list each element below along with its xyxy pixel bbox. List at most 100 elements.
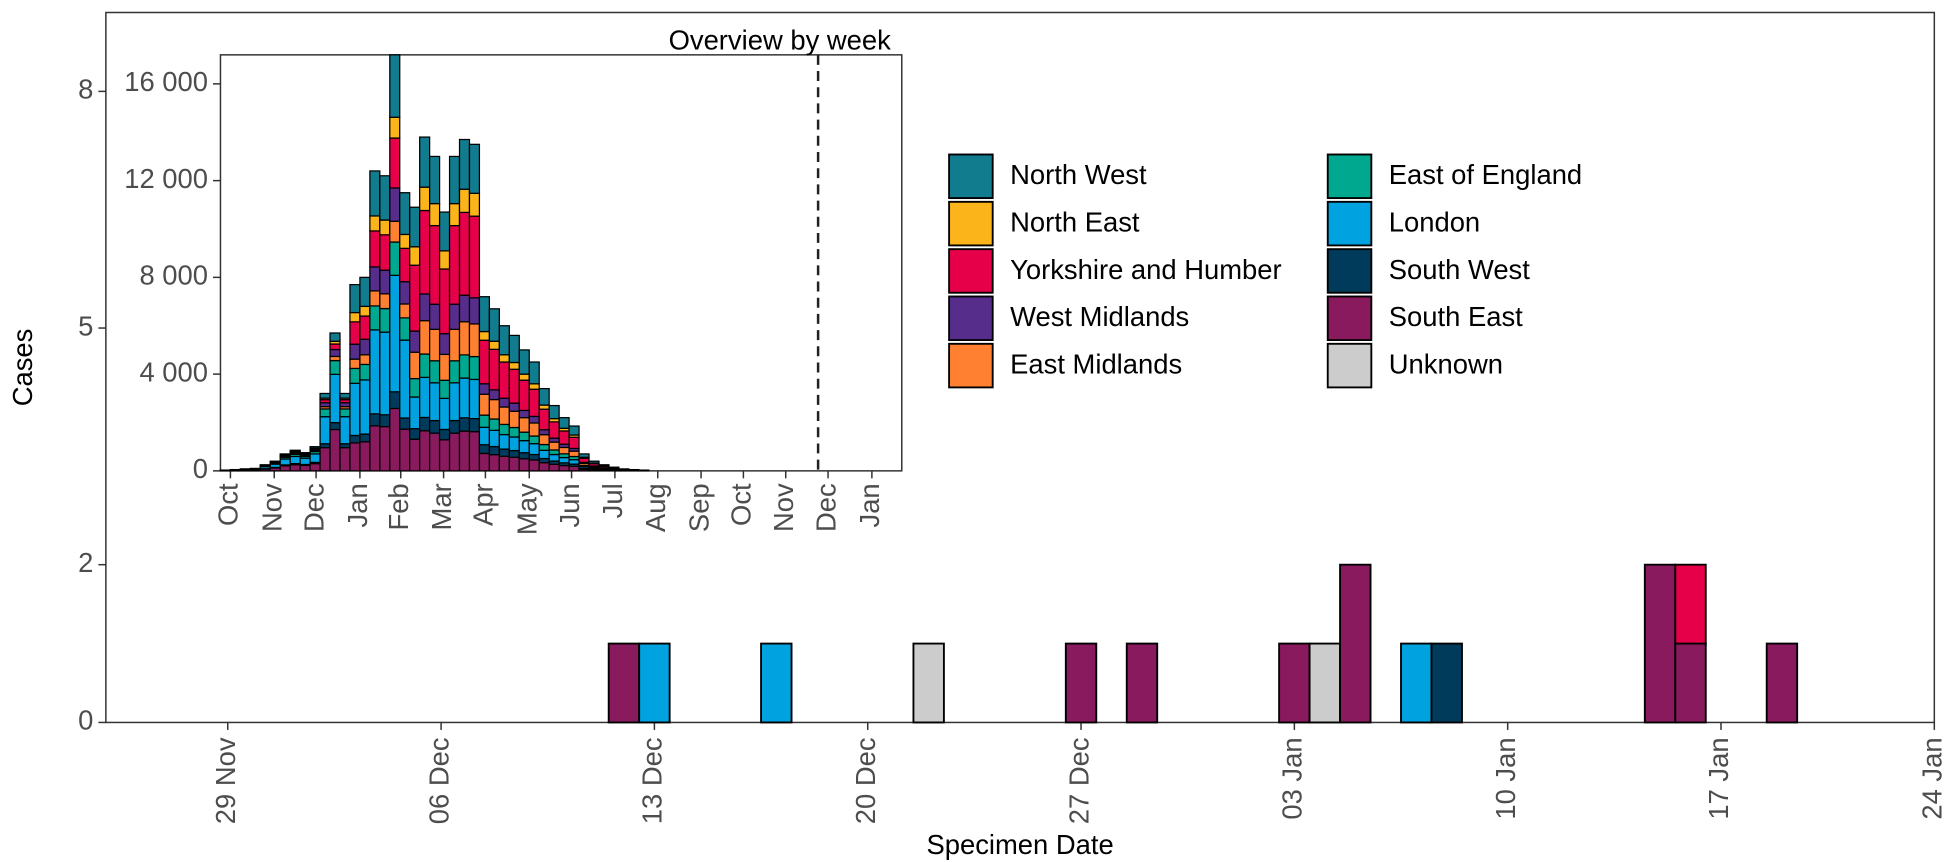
- inset-y-tick-label: 0: [193, 453, 208, 484]
- inset-bar-segment: [399, 303, 411, 319]
- inset-bar-segment: [409, 330, 421, 353]
- inset-bar-segment: [468, 297, 481, 325]
- inset-bar-segment: [349, 343, 361, 360]
- inset-bar-segment: [438, 428, 451, 441]
- legend-label: South East: [1389, 301, 1523, 332]
- x-tick-label: 29 Nov: [210, 737, 241, 824]
- inset-bar-segment: [399, 247, 411, 283]
- inset-y-tick-label: 12 000: [124, 163, 208, 194]
- inset-bar-segment: [488, 418, 500, 431]
- inset-bar-segment: [498, 354, 510, 363]
- inset-bar-segment: [389, 241, 401, 276]
- inset-x-tick-label: Mar: [426, 483, 457, 530]
- bar-segment: [1674, 642, 1707, 724]
- inset-bar-segment: [349, 434, 361, 444]
- inset-bar-segment: [488, 348, 500, 391]
- inset-bar-segment: [409, 377, 421, 398]
- inset-bar-segment: [429, 419, 441, 434]
- inset-bar-segment: [399, 233, 411, 249]
- inset-bar-segment: [349, 367, 361, 384]
- inset-bar-segment: [438, 250, 451, 270]
- inset-bar-segment: [339, 392, 351, 399]
- inset-bar-segment: [359, 379, 371, 435]
- legend-swatch: [948, 248, 994, 294]
- y-tick-label: 2: [78, 547, 93, 578]
- inset-bar-segment: [438, 211, 451, 252]
- inset-bar-segment: [468, 378, 481, 420]
- bar-segment: [1643, 563, 1677, 724]
- inset-bar-segment: [488, 340, 500, 350]
- legend-label: London: [1389, 206, 1480, 237]
- inset-bar-segment: [409, 438, 421, 472]
- inset-bar-segment: [419, 136, 431, 188]
- inset-bar-segment: [429, 224, 441, 305]
- inset-bar-segment: [468, 355, 481, 381]
- inset-bar-segment: [329, 348, 341, 358]
- legend-label: North West: [1010, 159, 1147, 190]
- inset-bar-segment: [389, 54, 401, 118]
- inset-bar-segment: [379, 269, 391, 295]
- inset-bar-segment: [419, 320, 431, 355]
- legend-swatch: [1326, 248, 1373, 294]
- inset-bar-segment: [568, 465, 580, 472]
- inset-bar-segment: [369, 215, 381, 232]
- inset-bar-segment: [598, 464, 610, 467]
- legend-swatch: [948, 153, 994, 200]
- inset-bar-segment: [399, 317, 411, 341]
- inset-bar-segment: [419, 293, 431, 322]
- inset-bar-segment: [279, 465, 291, 472]
- inset-bar-segment: [518, 417, 530, 433]
- inset-x-tick-label: Sep: [683, 483, 714, 532]
- inset-bar-segment: [528, 443, 540, 456]
- inset-x-tick-label: Dec: [810, 483, 841, 532]
- inset-bar-segment: [369, 290, 381, 307]
- inset-bar-segment: [429, 328, 441, 362]
- inset-bar-segment: [359, 315, 371, 340]
- x-tick-label: 27 Dec: [1063, 737, 1094, 824]
- inset-bar-segment: [458, 138, 471, 190]
- inset-bar-segment: [329, 332, 341, 342]
- inset-bar-segment: [359, 354, 371, 366]
- inset-bar-segment: [518, 431, 530, 442]
- inset-x-tick-label: Nov: [768, 483, 799, 532]
- inset-x-tick-label: Nov: [256, 483, 287, 532]
- inset-bar-segment: [369, 230, 381, 268]
- inset-bar-segment: [399, 428, 411, 472]
- inset-bar-segment: [359, 305, 371, 317]
- inset-bar-segment: [329, 359, 341, 375]
- inset-bar-segment: [379, 219, 391, 236]
- inset-x-tick-label: Jul: [597, 483, 628, 518]
- inset-bar-segment: [538, 443, 550, 451]
- bar-segment: [760, 642, 793, 724]
- inset-bar-segment: [279, 453, 291, 456]
- inset-bar-segment: [558, 464, 570, 472]
- inset-bar-segment: [319, 416, 331, 445]
- inset-bar-segment: [329, 343, 341, 351]
- inset-bar-segment: [409, 246, 421, 266]
- bar-segment: [1125, 642, 1159, 724]
- inset-y-tick-label: 8 000: [139, 260, 208, 291]
- inset-bar-segment: [478, 426, 491, 446]
- inset-bar-segment: [468, 417, 481, 433]
- inset-bar-segment: [329, 373, 341, 424]
- inset-bar-segment: [528, 361, 540, 385]
- inset-bar-segment: [498, 455, 510, 472]
- inset-bar-segment: [558, 430, 570, 445]
- inset-bar-segment: [389, 274, 401, 393]
- inset-x-tick-label: May: [511, 483, 542, 535]
- inset-bar-segment: [379, 414, 391, 428]
- inset-x-tick-label: Oct: [213, 483, 244, 526]
- inset-bar-segment: [319, 392, 331, 399]
- inset-bar-segment: [458, 417, 471, 432]
- inset-bar-segment: [299, 457, 311, 466]
- bar-segment: [638, 642, 671, 724]
- inset-bar-segment: [498, 448, 510, 457]
- inset-bar-segment: [458, 354, 471, 379]
- inset-bar-segment: [458, 430, 471, 472]
- inset-bar-segment: [488, 445, 500, 456]
- inset-x-tick-label: Apr: [468, 483, 499, 526]
- inset-bar-segment: [369, 305, 381, 331]
- inset-bar-segment: [558, 456, 570, 464]
- inset-bar-segment: [578, 457, 590, 464]
- inset-bar-segment: [429, 303, 441, 330]
